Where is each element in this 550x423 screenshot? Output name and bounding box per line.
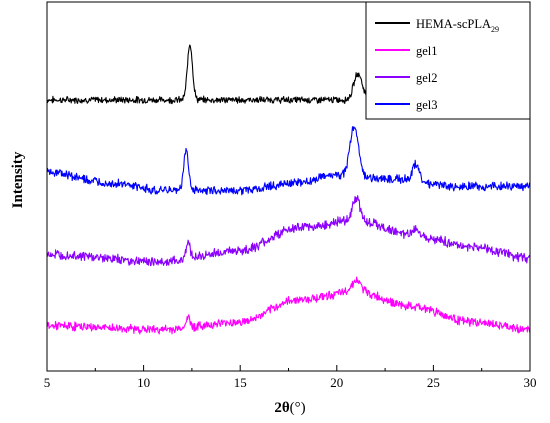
legend-label: HEMA-scPLA29 (416, 17, 499, 34)
legend-label: gel1 (416, 44, 438, 58)
x-tick-label: 25 (427, 375, 440, 390)
series-line-2 (46, 195, 531, 267)
x-tick-label: 30 (524, 375, 537, 390)
x-ticks: 5 10 15 20 25 30 (44, 365, 537, 390)
legend-label: gel2 (416, 71, 438, 85)
series-line-1 (46, 276, 531, 335)
x-tick-label: 15 (234, 375, 247, 390)
legend-box (365, 1, 531, 120)
x-axis-label: 2θ(°) (274, 400, 305, 416)
x-tick-label: 20 (330, 375, 343, 390)
series-line-3 (46, 126, 531, 196)
legend-label: gel3 (416, 98, 438, 112)
x-tick-label: 10 (137, 375, 150, 390)
x-tick-label: 5 (44, 375, 51, 390)
legend: HEMA-scPLA29 gel1 gel2 gel3 (365, 1, 531, 120)
y-axis-label: Intensity (10, 151, 26, 208)
